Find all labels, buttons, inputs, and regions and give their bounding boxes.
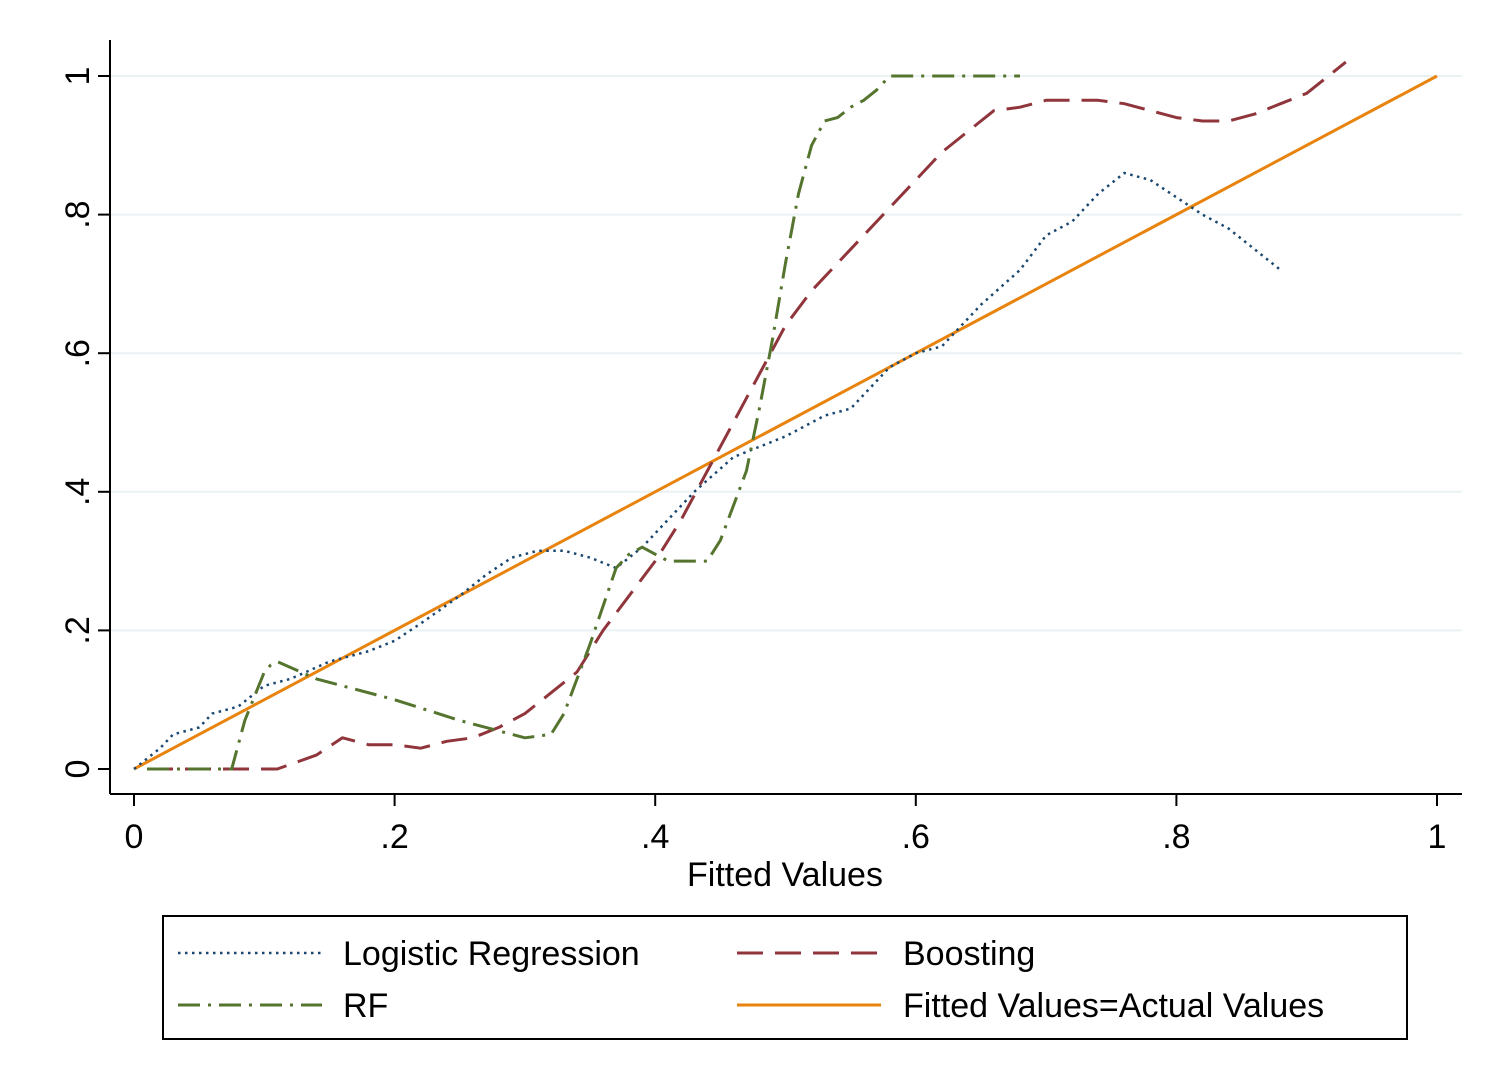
legend-item-fitted-equals-actual: Fitted Values=Actual Values xyxy=(737,987,1324,1025)
x-tick-label: .2 xyxy=(380,818,408,856)
y-tick-label: 1 xyxy=(59,67,97,86)
legend-label-boosting: Boosting xyxy=(903,935,1035,973)
legend-label-fitted-equals-actual: Fitted Values=Actual Values xyxy=(903,987,1324,1025)
legend-label-rf: RF xyxy=(343,987,388,1025)
axis-ticks xyxy=(98,75,1438,806)
legend-item-logistic-regression: Logistic Regression xyxy=(178,935,640,973)
y-tick-label: .6 xyxy=(59,339,97,367)
legend: Logistic Regression Boosting RF Fitted V… xyxy=(162,915,1408,1040)
grid-lines xyxy=(110,75,1462,632)
legend-item-rf: RF xyxy=(178,987,388,1025)
x-tick-label: .6 xyxy=(902,818,930,856)
legend-item-boosting: Boosting xyxy=(737,935,1035,973)
x-axis-title: Fitted Values xyxy=(687,856,883,894)
x-tick-label: 0 xyxy=(125,818,144,856)
x-tick-label: .8 xyxy=(1162,818,1190,856)
series-line-2 xyxy=(147,74,1020,771)
legend-label-logistic-regression: Logistic Regression xyxy=(343,935,640,973)
y-tick-label: .2 xyxy=(59,616,97,644)
series-line-0 xyxy=(133,171,1282,770)
x-tick-label: 1 xyxy=(1428,818,1447,856)
axis-tick-labels: 0 .2 .4 .6 .8 1 0 .2 .4 .6 .8 1 xyxy=(59,67,1446,856)
y-tick-label: .8 xyxy=(59,200,97,228)
legend-box xyxy=(162,915,1408,1040)
series-line-3 xyxy=(133,74,1438,771)
y-tick-label: 0 xyxy=(59,760,97,779)
x-tick-label: .4 xyxy=(641,818,669,856)
series-line-1 xyxy=(147,60,1347,771)
data-series xyxy=(133,60,1438,771)
plot-frame xyxy=(109,40,1462,795)
y-tick-label: .4 xyxy=(59,478,97,506)
